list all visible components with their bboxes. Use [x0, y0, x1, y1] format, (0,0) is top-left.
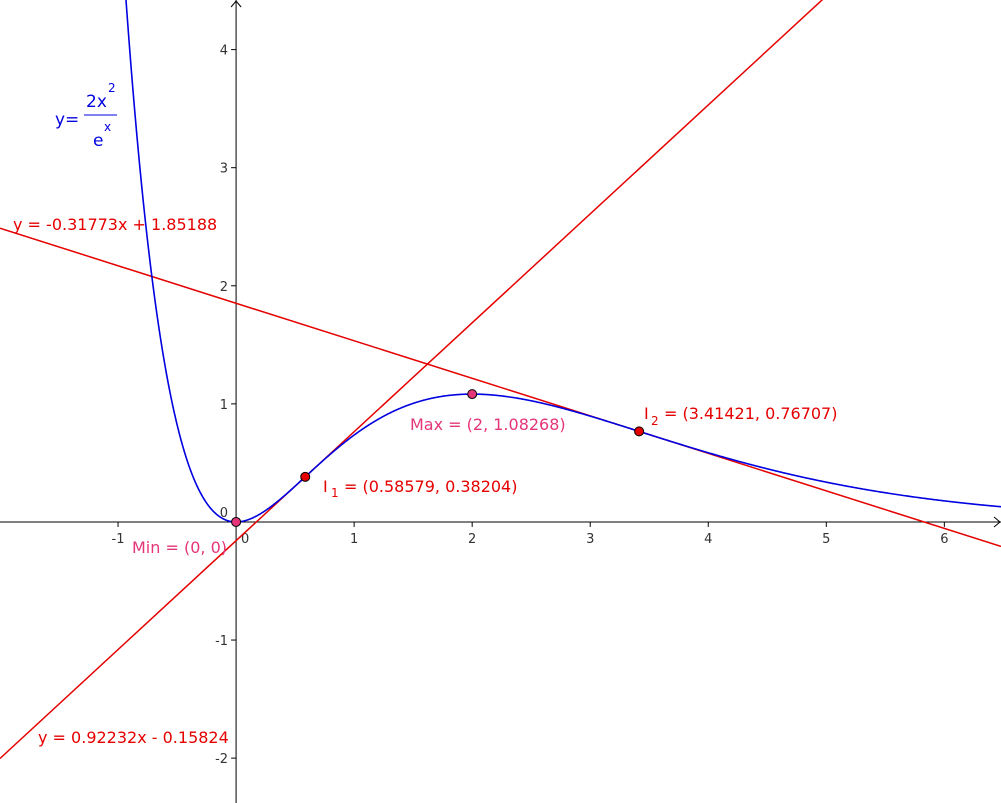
y-tick-label: 2 — [220, 280, 228, 295]
inflection-point-1 — [300, 471, 311, 482]
function-numerator-exponent: 2 — [108, 81, 116, 95]
y-tick-label: 4 — [220, 44, 228, 59]
tangent-line-inflection-2 — [0, 227, 1001, 548]
function-numerator: 2x — [86, 92, 107, 112]
inflection-2-coords: = (3.41421, 0.76707) — [664, 404, 837, 423]
y-tick-label: -2 — [215, 752, 228, 767]
x-tick-label: 4 — [704, 532, 712, 547]
x-tick-label: 5 — [822, 532, 830, 547]
inflection-2-subscript: 2 — [651, 414, 659, 428]
inflection-1-subscript: 1 — [331, 486, 339, 500]
inflection-1-name: I — [323, 477, 328, 496]
inflection-1-coords: = (0.58579, 0.38204) — [344, 477, 517, 496]
function-denominator-exponent: x — [104, 120, 111, 134]
function-curve — [125, 0, 1001, 523]
min-point — [231, 516, 242, 527]
y-tick-label: 1 — [220, 398, 228, 413]
tangent-lines — [0, 0, 1001, 760]
line-label-tangent: y = 0.92232x - 0.15824 — [38, 728, 229, 747]
function-label: y= 2x 2 e x — [55, 81, 117, 151]
tangent-line-inflection-1 — [0, 0, 824, 760]
inflection-point-2 — [634, 426, 645, 437]
min-point-label: Min = (0, 0) — [132, 538, 227, 557]
function-denominator: e — [93, 131, 103, 151]
x-tick-label: 6 — [940, 532, 948, 547]
max-point-label: Max = (2, 1.08268) — [410, 415, 566, 434]
y-tick-label: 3 — [220, 162, 228, 177]
points-group — [231, 389, 645, 527]
max-point — [467, 389, 478, 400]
y-axis-arrow — [230, 0, 242, 8]
inflection-2-name: I — [644, 404, 649, 423]
y-tick-label: 0 — [220, 506, 228, 521]
inflection-1-label: I 1 = (0.58579, 0.38204) — [323, 477, 517, 500]
function-label-prefix: y= — [55, 110, 79, 130]
x-tick-label: -1 — [112, 532, 125, 547]
inflection-2-label: I 2 = (3.41421, 0.76707) — [644, 404, 837, 428]
x-tick-label: 0 — [241, 532, 249, 547]
ticks-group: -1 0 1 2 3 4 5 6 -2 -1 0 1 2 3 4 — [112, 44, 949, 768]
x-tick-label: 2 — [468, 532, 476, 547]
x-axis-arrow — [993, 516, 1001, 528]
x-tick-label: 1 — [350, 532, 358, 547]
y-tick-label: -1 — [215, 634, 228, 649]
line-label-normal: y = -0.31773x + 1.85188 — [13, 215, 217, 234]
x-tick-label: 3 — [586, 532, 594, 547]
